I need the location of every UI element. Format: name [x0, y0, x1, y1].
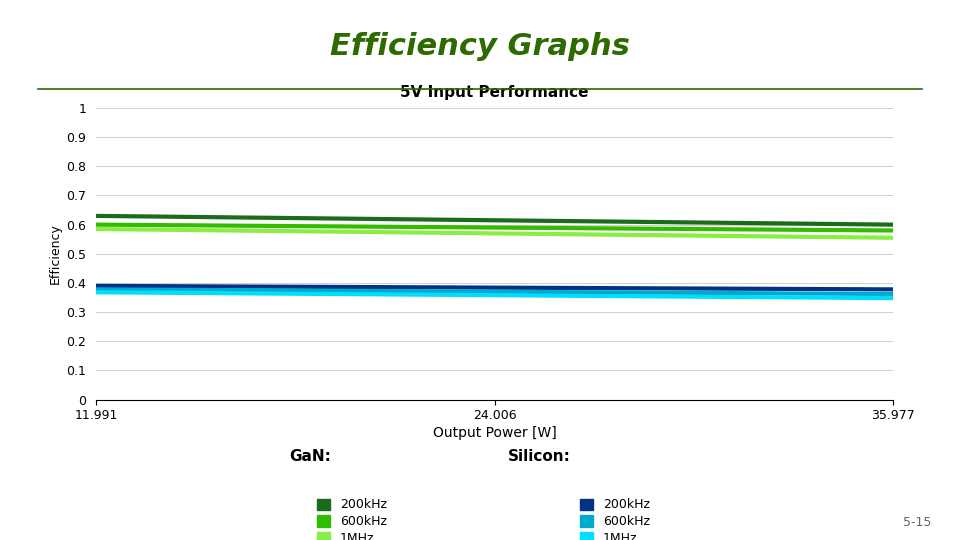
Legend: 200kHz, 600kHz, 1MHz: 200kHz, 600kHz, 1MHz [581, 498, 650, 540]
Y-axis label: Efficiency: Efficiency [49, 224, 62, 284]
Text: 5-15: 5-15 [902, 516, 931, 529]
Text: Silicon:: Silicon: [509, 449, 571, 464]
Text: GaN:: GaN: [289, 449, 331, 464]
X-axis label: Output Power [W]: Output Power [W] [433, 427, 556, 441]
Text: Efficiency Graphs: Efficiency Graphs [330, 32, 630, 62]
Title: 5V Input Performance: 5V Input Performance [400, 85, 588, 100]
